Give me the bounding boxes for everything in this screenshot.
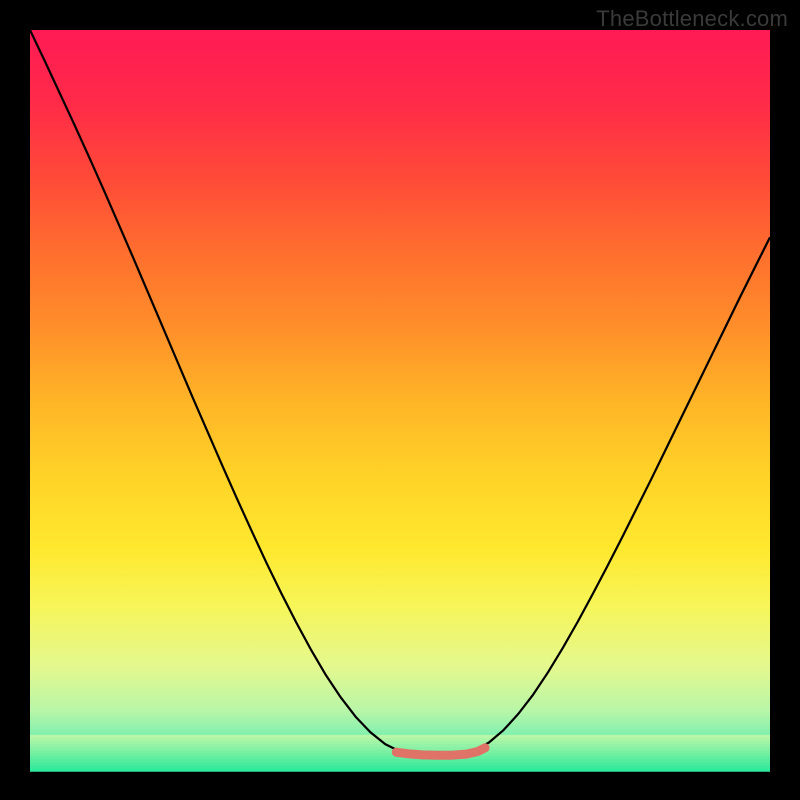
v-curve-chart bbox=[0, 0, 800, 800]
chart-container: TheBottleneck.com bbox=[0, 0, 800, 800]
chart-background bbox=[30, 30, 770, 770]
